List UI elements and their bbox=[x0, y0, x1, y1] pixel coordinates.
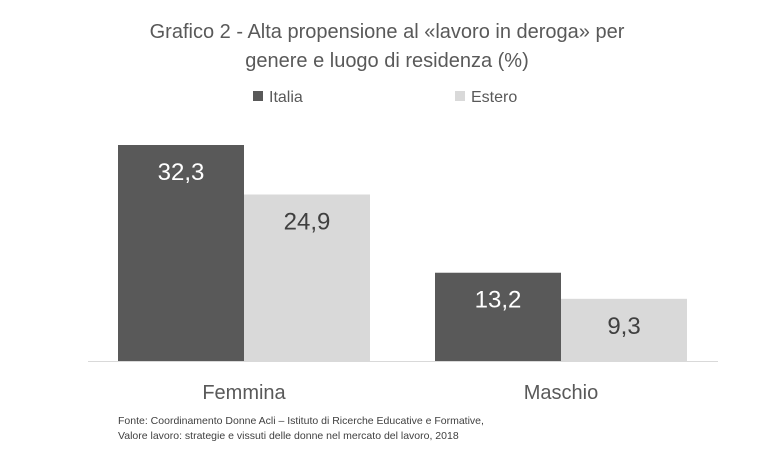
legend-label-italia: Italia bbox=[269, 89, 303, 106]
data-label-femmina-italia: 32,3 bbox=[158, 159, 205, 186]
legend-swatch-italia bbox=[253, 91, 263, 101]
chart-title: Grafico 2 - Alta propensione al «lavoro … bbox=[0, 18, 774, 76]
legend-item-estero: Estero bbox=[455, 88, 517, 108]
data-label-femmina-estero: 24,9 bbox=[284, 208, 331, 235]
bar-femmina-italia bbox=[118, 145, 244, 361]
source-line-1: Fonte: Coordinamento Donne Acli – Istitu… bbox=[118, 415, 484, 427]
bar-maschio-italia bbox=[435, 272, 561, 361]
bar-femmina-estero bbox=[244, 194, 370, 361]
source-line-2: Valore lavoro: strategie e vissuti delle… bbox=[118, 430, 459, 442]
x-tick-label-maschio: Maschio bbox=[524, 382, 598, 404]
x-tick-label-femmina: Femmina bbox=[202, 382, 286, 404]
data-label-maschio-estero: 9,3 bbox=[607, 313, 640, 340]
legend-item-italia: Italia bbox=[253, 88, 303, 108]
chart-title-line-1: Grafico 2 - Alta propensione al «lavoro … bbox=[149, 21, 625, 43]
chart-legend: Italia Estero bbox=[0, 88, 774, 110]
legend-label-estero: Estero bbox=[471, 89, 518, 106]
data-label-maschio-italia: 13,2 bbox=[475, 287, 522, 314]
legend-swatch-estero bbox=[455, 91, 465, 101]
chart-title-line-2: genere e luogo di residenza (%) bbox=[245, 50, 529, 72]
bar-maschio-estero bbox=[561, 298, 687, 361]
source-note: Fonte: Coordinamento Donne Acli – Istitu… bbox=[118, 414, 484, 444]
